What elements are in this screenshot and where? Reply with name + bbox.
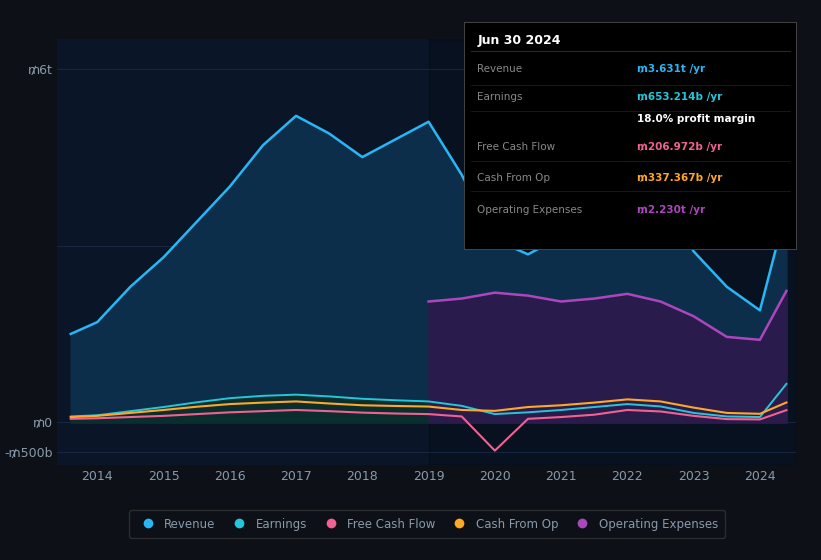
Legend: Revenue, Earnings, Free Cash Flow, Cash From Op, Operating Expenses: Revenue, Earnings, Free Cash Flow, Cash … bbox=[129, 511, 725, 538]
Text: ₥2.230t /yr: ₥2.230t /yr bbox=[637, 204, 705, 214]
Text: ₥653.214b /yr: ₥653.214b /yr bbox=[637, 92, 722, 102]
Bar bbox=[429, 39, 796, 465]
Text: Jun 30 2024: Jun 30 2024 bbox=[477, 34, 561, 46]
Text: Cash From Op: Cash From Op bbox=[477, 172, 550, 183]
Text: Earnings: Earnings bbox=[477, 92, 523, 102]
Text: Revenue: Revenue bbox=[477, 64, 522, 74]
Text: 18.0% profit margin: 18.0% profit margin bbox=[637, 114, 755, 124]
Text: Operating Expenses: Operating Expenses bbox=[477, 204, 582, 214]
Text: Free Cash Flow: Free Cash Flow bbox=[477, 142, 555, 152]
Text: ₥3.631t /yr: ₥3.631t /yr bbox=[637, 64, 705, 74]
Text: ₥337.367b /yr: ₥337.367b /yr bbox=[637, 172, 722, 183]
Text: ₥206.972b /yr: ₥206.972b /yr bbox=[637, 142, 722, 152]
